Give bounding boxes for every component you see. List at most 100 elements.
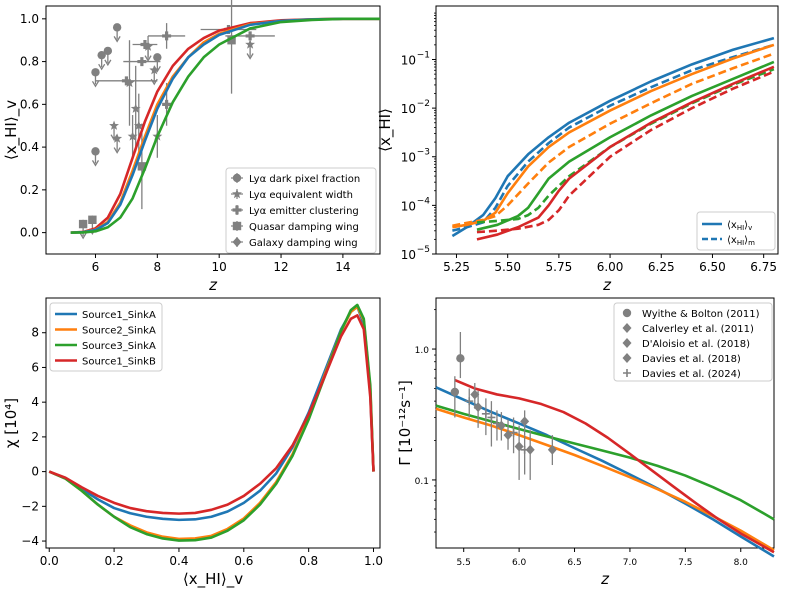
legend-label: D'Aloisio et al. (2018) xyxy=(642,339,750,350)
data-point xyxy=(124,77,135,88)
data-point xyxy=(162,31,172,41)
data-point xyxy=(245,39,256,49)
y-tick-label: −4 xyxy=(21,534,39,548)
legend-label: Source1_SinkA xyxy=(82,310,156,321)
x-tick-label: 5.75 xyxy=(546,260,573,274)
y-tick-label: 0 xyxy=(31,465,39,479)
legend-box xyxy=(225,167,377,254)
x-tick-label: 6.75 xyxy=(750,260,777,274)
x-axis-label: z xyxy=(600,570,610,588)
panel-chi-vs-xhi: 0.0 0.2 0.4 0.6 0.8 1.0 −4 −2 0 2 4 6 8 Source1_SinkA… xyxy=(2,297,383,589)
legend-label: ⟨xHI⟩m xyxy=(727,235,755,247)
x-tick-label: 0.0 xyxy=(40,554,59,568)
data-point xyxy=(127,131,138,141)
data-point xyxy=(143,41,153,51)
legend-label: Calverley et al. (2011) xyxy=(642,324,754,335)
data-point xyxy=(109,120,119,130)
x-tick-label: 0.8 xyxy=(299,554,318,568)
x-tick-label: 6.0 xyxy=(512,558,527,568)
data-point xyxy=(140,39,150,49)
x-axis-label: z xyxy=(208,276,218,294)
legend-label-part: ⟨x xyxy=(727,235,737,246)
legend-label: Source2_SinkA xyxy=(82,326,156,337)
x-tick-label: 8 xyxy=(154,260,162,274)
y-tick-label: 10 xyxy=(401,53,416,67)
y-axis-label: χ [10⁴] xyxy=(2,398,20,448)
legend-marker xyxy=(232,188,242,199)
data-point xyxy=(465,397,474,406)
data-point xyxy=(112,23,122,32)
legend-label-part: ⟨x xyxy=(727,220,737,231)
legend-box xyxy=(696,211,776,251)
plot-frame xyxy=(435,297,775,549)
legend-label-part: ⟩ xyxy=(744,235,748,246)
legend-label: Lyα emitter clustering xyxy=(249,206,359,217)
data-point xyxy=(91,147,100,156)
data-point xyxy=(456,354,465,363)
y-tick-label: 6 xyxy=(31,360,39,374)
data-point xyxy=(547,444,557,455)
data-point xyxy=(137,162,147,171)
x-tick-label: 6.25 xyxy=(648,260,675,274)
y-tick-label: −2 xyxy=(21,499,39,513)
legend-label: Quasar damping wing xyxy=(249,222,359,233)
plot-frame xyxy=(45,5,381,255)
series-line-Source1_SinkB xyxy=(48,314,375,515)
y-tick-label: 8 xyxy=(31,326,39,340)
data-point xyxy=(137,57,147,67)
y-tick-exponent: −3 xyxy=(417,148,430,158)
data-point xyxy=(520,416,530,427)
y-axis-label: ⟨x_HI⟩_v xyxy=(2,100,21,160)
y-tick-exponent: −4 xyxy=(417,196,431,206)
legend-marker xyxy=(232,205,242,215)
legend-label: Davies et al. (2024) xyxy=(642,369,741,380)
legend-marker xyxy=(622,353,632,363)
y-tick-label: 10 xyxy=(401,199,416,213)
limit-arrow-head xyxy=(91,80,100,88)
x-tick-label: 6.50 xyxy=(699,260,726,274)
data-point xyxy=(162,99,172,109)
y-tick-label: 0.8 xyxy=(20,55,39,69)
x-tick-label: 1.0 xyxy=(364,554,383,568)
x-tick-label: 6 xyxy=(92,260,100,274)
x-tick-label: 14 xyxy=(335,260,350,274)
legend-box xyxy=(613,302,773,382)
series-line-red_m xyxy=(476,70,775,234)
legend-marker xyxy=(622,308,632,318)
y-tick-label: 0.6 xyxy=(20,97,39,111)
data-point xyxy=(149,64,160,75)
y-axis-label: ⟨x_HI⟩ xyxy=(376,108,395,152)
data-point xyxy=(473,402,483,413)
data-point xyxy=(525,444,535,455)
y-tick-label: 0.0 xyxy=(20,226,39,240)
legend-label: Lyα equivalent width xyxy=(249,190,353,201)
legend-label: Lyα dark pixel fraction xyxy=(249,174,360,185)
data-point xyxy=(481,409,490,418)
legend-label: Source3_SinkA xyxy=(82,341,156,352)
legend-box xyxy=(49,302,163,372)
legend-label-sub: v xyxy=(748,224,752,232)
limit-arrow-head xyxy=(104,59,112,67)
x-tick-label: 6.5 xyxy=(567,558,581,568)
series-line-green xyxy=(70,17,380,234)
y-tick-label: 4 xyxy=(31,395,39,409)
x-tick-label: 8.0 xyxy=(734,558,749,568)
series-line-blue_v xyxy=(451,36,775,238)
limit-arrow-head xyxy=(150,78,158,86)
x-tick-label: 6.00 xyxy=(597,260,624,274)
x-tick-label: 5.5 xyxy=(457,558,471,568)
data-point xyxy=(470,389,480,400)
panel-gamma-vs-z: 5.5 6.0 6.5 7.0 7.5 8.0 0.1 1.0 Wyithe & Bolton … xyxy=(396,297,775,588)
data-point xyxy=(88,215,97,224)
data-point xyxy=(487,413,496,422)
y-tick-label: 1.0 xyxy=(20,12,39,26)
x-tick-label: 7.0 xyxy=(623,558,638,568)
y-tick-label: 1.0 xyxy=(415,346,430,356)
series-line-blue xyxy=(435,386,775,558)
plot-frame xyxy=(435,5,779,255)
legend-label: ⟨xHI⟩v xyxy=(727,220,752,232)
legend-label: Source1_SinkB xyxy=(82,357,156,368)
x-axis-label: ⟨x_HI⟩_v xyxy=(183,570,243,589)
y-tick-exponent: −5 xyxy=(417,245,430,255)
y-tick-label: 0.1 xyxy=(415,477,429,487)
